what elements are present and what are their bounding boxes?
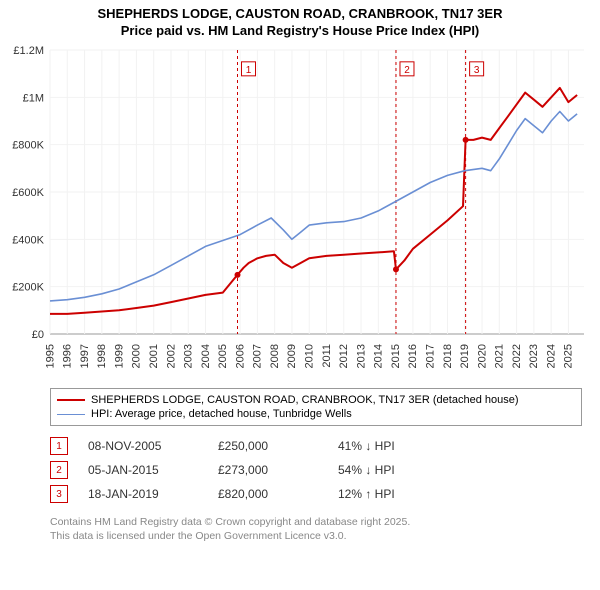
marker-price: £273,000 <box>218 463 338 477</box>
marker-delta: 12% ↑ HPI <box>338 487 395 501</box>
svg-text:1: 1 <box>246 65 252 76</box>
svg-text:2018: 2018 <box>442 344 454 368</box>
price-chart: £0 £200K £400K £600K £800K £1M £1.2M 1995 1996 19… <box>0 42 600 382</box>
svg-text:2013: 2013 <box>355 344 367 368</box>
marker-row: 3 18-JAN-2019£820,00012% ↑ HPI <box>50 482 582 506</box>
svg-text:£0: £0 <box>32 329 44 341</box>
svg-text:2009: 2009 <box>286 344 298 368</box>
svg-text:2017: 2017 <box>424 344 436 368</box>
title-block: SHEPHERDS LODGE, CAUSTON ROAD, CRANBROOK… <box>0 0 600 42</box>
svg-text:1998: 1998 <box>96 344 108 368</box>
svg-text:£1.2M: £1.2M <box>13 45 44 57</box>
legend-item: HPI: Average price, detached house, Tunb… <box>57 407 575 421</box>
svg-text:2000: 2000 <box>131 344 143 368</box>
svg-text:2016: 2016 <box>407 344 419 368</box>
title-line1: SHEPHERDS LODGE, CAUSTON ROAD, CRANBROOK… <box>10 6 590 21</box>
legend-swatch-price <box>57 399 85 401</box>
svg-text:2019: 2019 <box>459 344 471 368</box>
marker-number-box: 2 <box>50 461 68 479</box>
svg-text:2021: 2021 <box>494 344 506 368</box>
footer: Contains HM Land Registry data © Crown c… <box>50 516 582 543</box>
svg-text:2: 2 <box>404 65 410 76</box>
svg-text:2010: 2010 <box>304 344 316 368</box>
marker-table: 1 08-NOV-2005£250,00041% ↓ HPI 2 05-JAN-201… <box>50 434 582 506</box>
marker-date: 08-NOV-2005 <box>88 439 218 453</box>
marker-date: 05-JAN-2015 <box>88 463 218 477</box>
marker-price: £820,000 <box>218 487 338 501</box>
svg-text:2008: 2008 <box>269 344 281 368</box>
svg-text:2024: 2024 <box>545 344 557 368</box>
svg-text:2014: 2014 <box>373 344 385 368</box>
marker-number-box: 3 <box>50 485 68 503</box>
legend-item: SHEPHERDS LODGE, CAUSTON ROAD, CRANBROOK… <box>57 393 575 407</box>
marker-price: £250,000 <box>218 439 338 453</box>
svg-text:£600K: £600K <box>12 187 44 199</box>
marker-number-box: 1 <box>50 437 68 455</box>
svg-text:3: 3 <box>474 65 480 76</box>
marker-row: 1 08-NOV-2005£250,00041% ↓ HPI <box>50 434 582 458</box>
legend-label: HPI: Average price, detached house, Tunb… <box>91 408 352 420</box>
footer-line2: This data is licensed under the Open Gov… <box>50 530 582 544</box>
svg-text:1995: 1995 <box>44 344 56 368</box>
footer-line1: Contains HM Land Registry data © Crown c… <box>50 516 582 530</box>
svg-text:2015: 2015 <box>390 344 402 368</box>
marker-row: 2 05-JAN-2015£273,00054% ↓ HPI <box>50 458 582 482</box>
svg-text:1999: 1999 <box>113 344 125 368</box>
svg-text:2004: 2004 <box>200 344 212 368</box>
marker-date: 18-JAN-2019 <box>88 487 218 501</box>
svg-text:1997: 1997 <box>79 344 91 368</box>
legend-swatch-hpi <box>57 414 85 415</box>
svg-text:2007: 2007 <box>252 344 264 368</box>
chart-container: SHEPHERDS LODGE, CAUSTON ROAD, CRANBROOK… <box>0 0 600 543</box>
svg-text:2006: 2006 <box>234 344 246 368</box>
legend-label: SHEPHERDS LODGE, CAUSTON ROAD, CRANBROOK… <box>91 394 519 406</box>
svg-text:2003: 2003 <box>183 344 195 368</box>
title-line2: Price paid vs. HM Land Registry's House … <box>10 23 590 38</box>
svg-text:2023: 2023 <box>528 344 540 368</box>
svg-text:2011: 2011 <box>321 344 333 368</box>
legend: SHEPHERDS LODGE, CAUSTON ROAD, CRANBROOK… <box>50 388 582 426</box>
svg-text:2001: 2001 <box>148 344 160 368</box>
svg-text:£800K: £800K <box>12 140 44 152</box>
svg-text:2002: 2002 <box>165 344 177 368</box>
svg-text:2005: 2005 <box>217 344 229 368</box>
marker-delta: 41% ↓ HPI <box>338 439 395 453</box>
svg-text:£400K: £400K <box>12 234 44 246</box>
marker-delta: 54% ↓ HPI <box>338 463 395 477</box>
svg-text:2025: 2025 <box>563 344 575 368</box>
svg-text:2022: 2022 <box>511 344 523 368</box>
svg-text:£1M: £1M <box>23 92 44 104</box>
svg-text:2012: 2012 <box>338 344 350 368</box>
svg-text:2020: 2020 <box>476 344 488 368</box>
svg-text:£200K: £200K <box>12 282 44 294</box>
svg-text:1996: 1996 <box>62 344 74 368</box>
